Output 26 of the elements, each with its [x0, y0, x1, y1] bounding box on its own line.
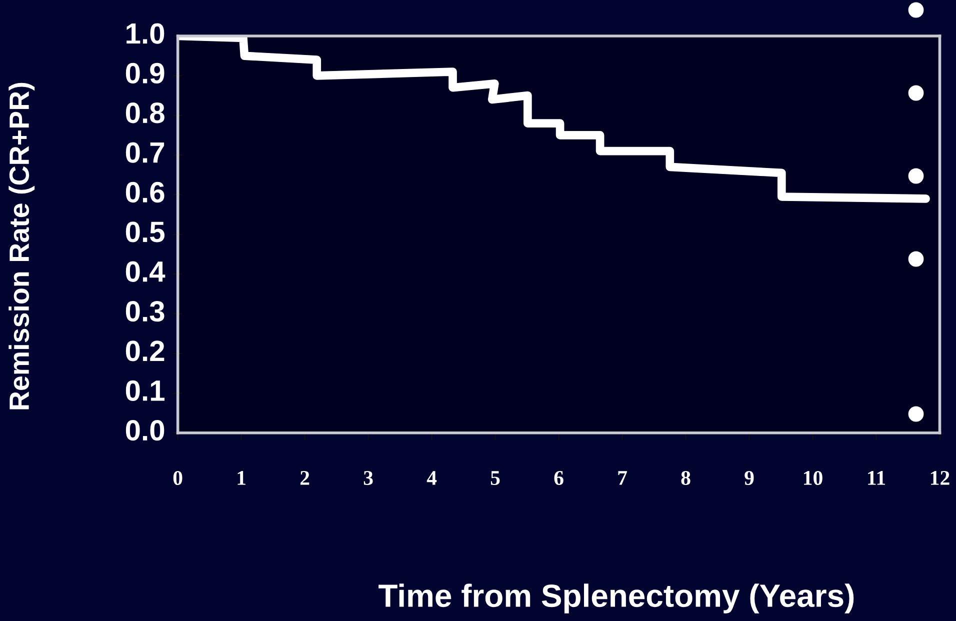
y-axis-title: Remission Rate (CR+PR)	[8, 82, 35, 410]
x-tick-label: 7	[618, 471, 627, 485]
x-tick-label: 6	[554, 471, 564, 485]
y-tick-label: 0.6	[126, 182, 164, 203]
x-tick-label: 1	[238, 471, 246, 485]
x-axis-title: Time from Splenectomy (Years)	[378, 584, 854, 614]
x-tick-label: 10	[804, 470, 822, 485]
y-tick-label: 1.0	[126, 23, 164, 44]
y-tick-label: 0.0	[126, 420, 164, 441]
x-tick-label: 4	[426, 471, 437, 485]
y-tick-label: 0.7	[126, 142, 164, 163]
x-tick-label: 5	[490, 471, 500, 485]
y-tick-label: 0.8	[126, 102, 164, 124]
x-tick-label: 3	[364, 471, 373, 485]
y-tick-label: 0.2	[126, 340, 164, 362]
x-tick-label: 9	[744, 471, 754, 485]
x-tick-label: 2	[300, 471, 310, 485]
x-tick-label: 12	[931, 471, 950, 485]
y-tick-label: 0.5	[126, 222, 165, 242]
x-tick-label: 8	[681, 470, 690, 485]
y-tick-label: 0.9	[126, 62, 164, 84]
x-tick-label: 0	[173, 470, 182, 485]
x-tick-label: 11	[868, 471, 886, 485]
y-tick-label: 0.3	[126, 300, 164, 322]
y-tick-label: 0.4	[126, 261, 166, 282]
y-tick-label: 0.1	[126, 380, 165, 401]
